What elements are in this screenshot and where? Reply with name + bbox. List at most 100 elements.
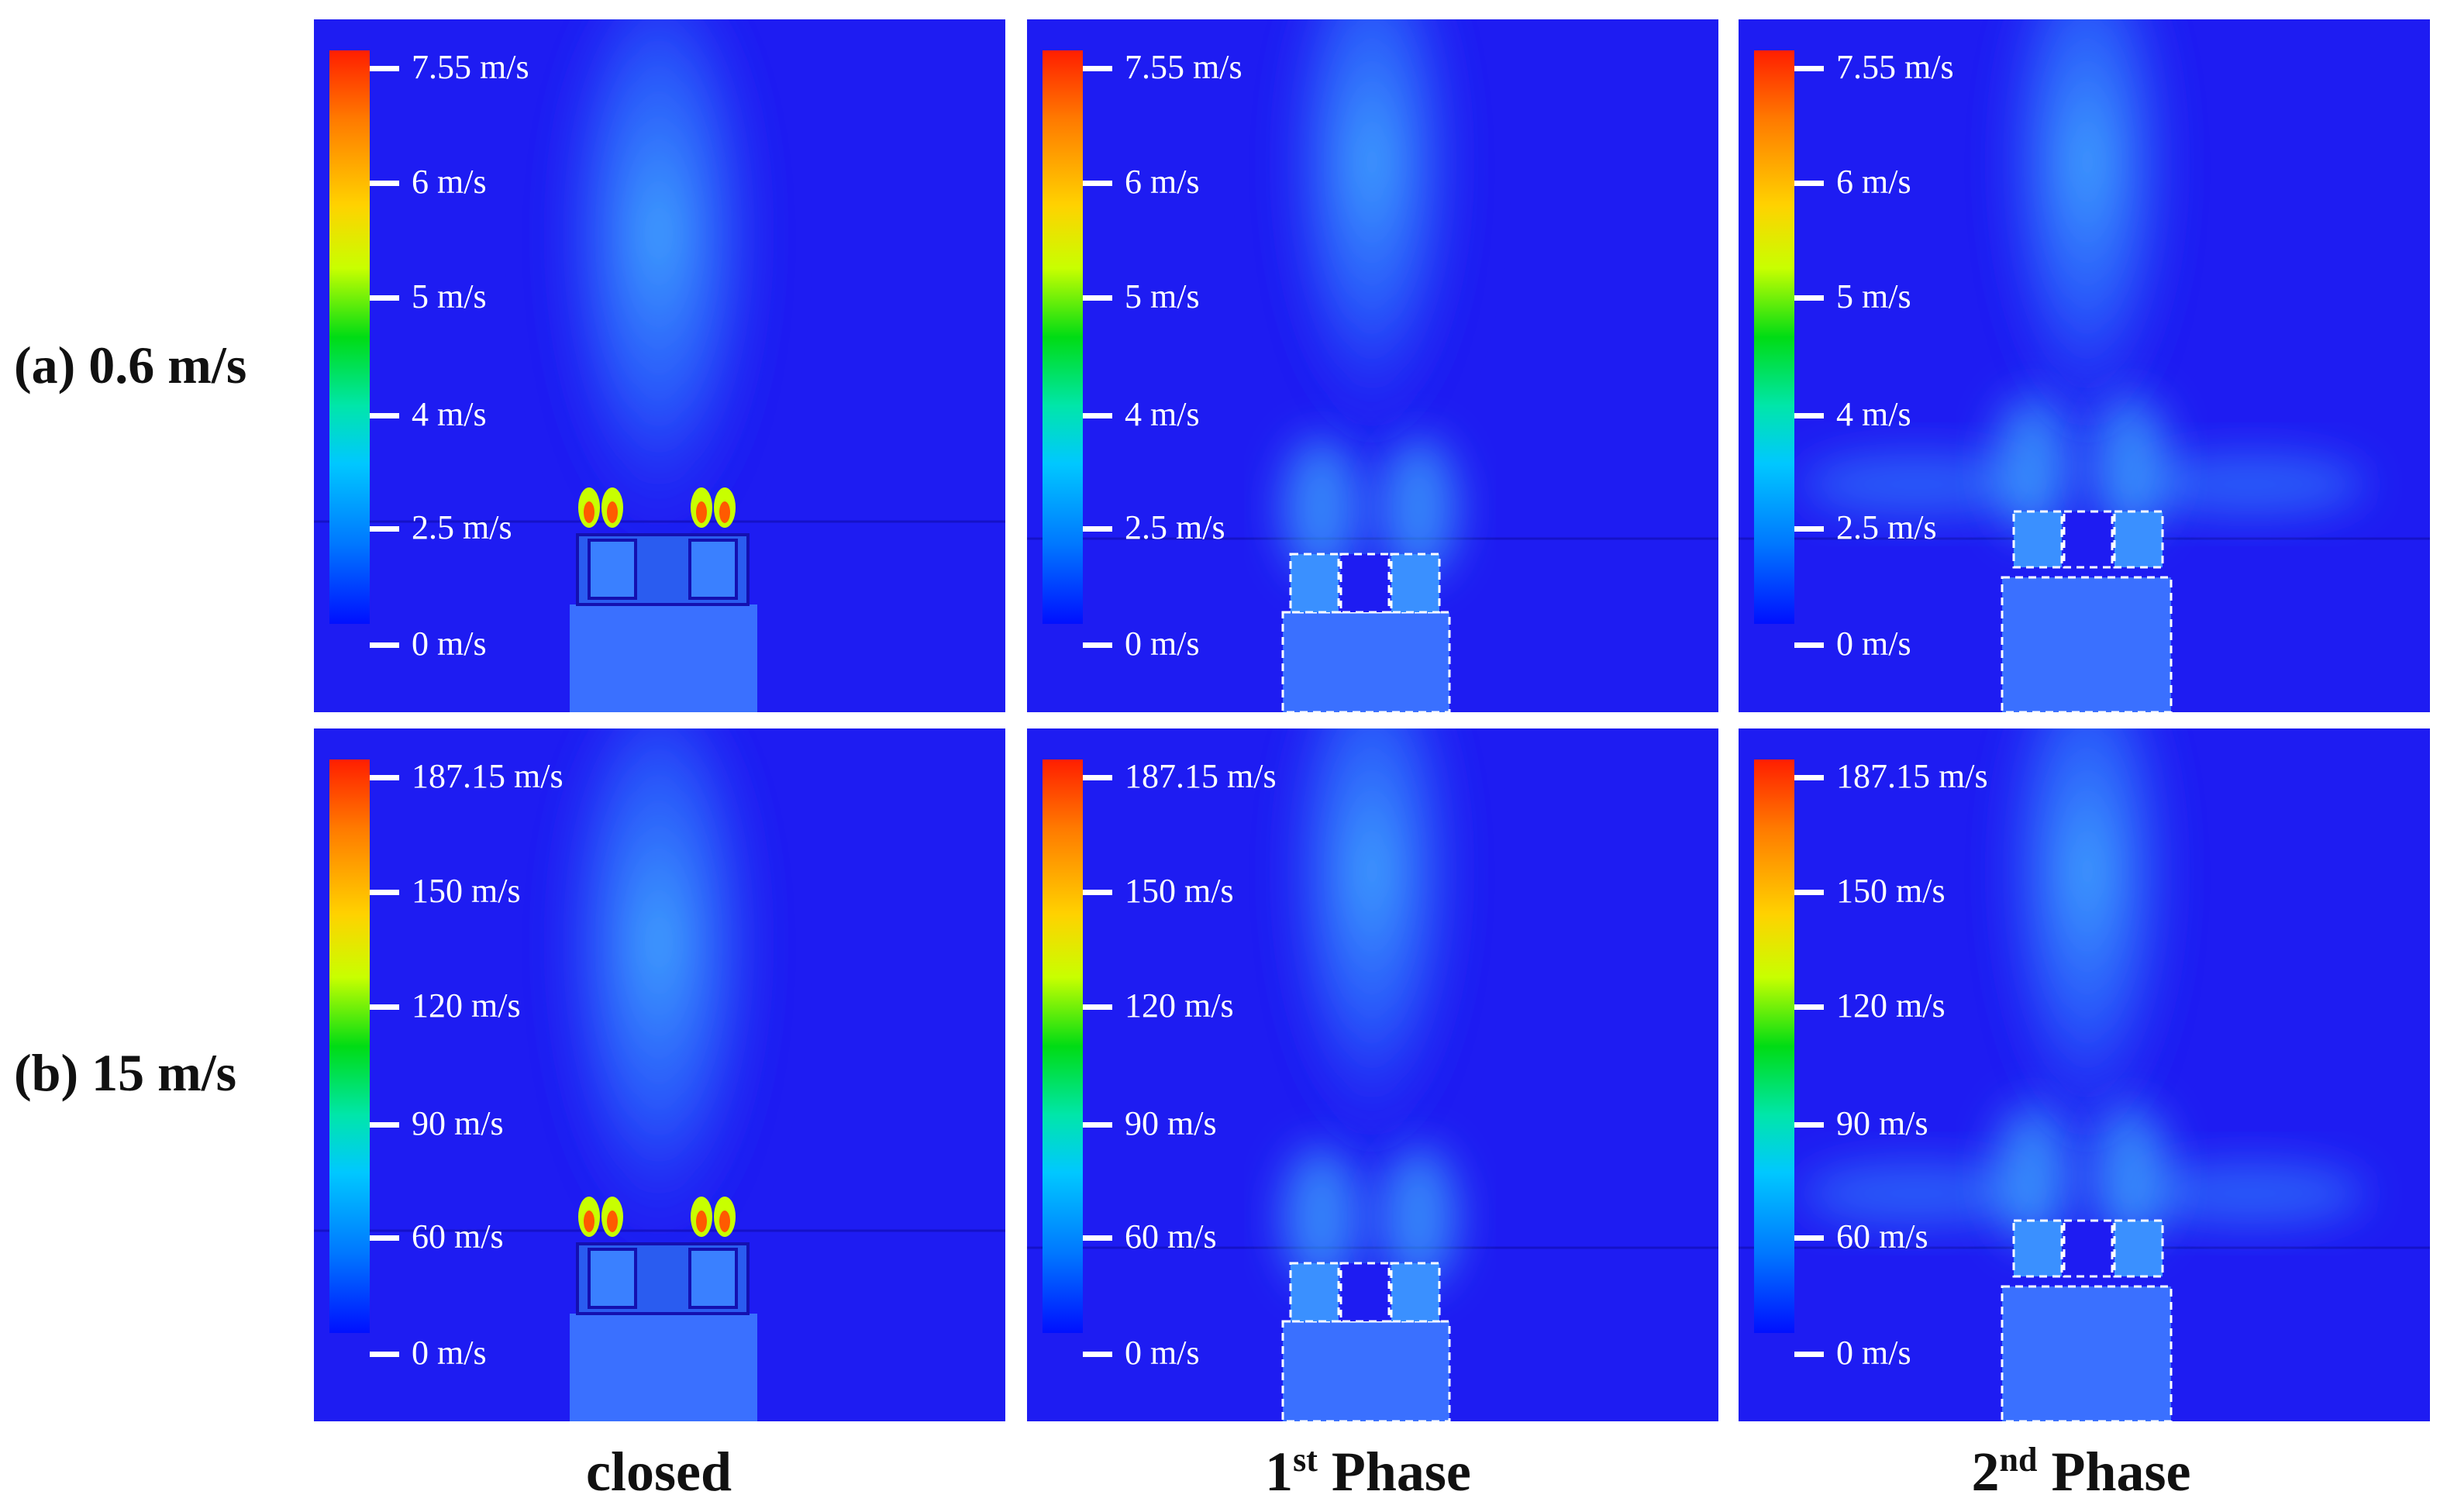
colorbar-tick-label: 7.55 m/s [1836, 48, 1954, 86]
colorbar-tick-label: 60 m/s [1125, 1218, 1217, 1255]
colorbar-tick [1083, 181, 1112, 186]
row-label-b: (b) 15 m/s [14, 1043, 237, 1102]
vent-module [1390, 553, 1441, 614]
velocity-plume [1987, 728, 2188, 1224]
colorbar-tick [1083, 66, 1112, 71]
colorbar-tick [1794, 1235, 1824, 1241]
colorbar [1043, 759, 1083, 1333]
colorbar-tick-label: 5 m/s [412, 277, 487, 315]
colorbar-tick-label: 90 m/s [1125, 1104, 1217, 1142]
colorbar-tick-label: 150 m/s [1836, 872, 1946, 910]
colorbar-tick [370, 1004, 399, 1010]
colorbar-tick [370, 295, 399, 301]
column-label-phase1: 1st Phase [1265, 1441, 1471, 1503]
colorbar-tick [1794, 1352, 1824, 1357]
colorbar-tick [370, 66, 399, 71]
colorbar-tick [370, 181, 399, 186]
colorbar-tick [370, 1122, 399, 1128]
velocity-plume [543, 728, 775, 1333]
vent-module [1289, 553, 1340, 614]
building-body [2001, 1285, 2173, 1421]
colorbar-tick-label: 0 m/s [412, 1334, 487, 1372]
velocity-plume [543, 19, 775, 624]
colorbar-tick-label: 150 m/s [1125, 872, 1234, 910]
colorbar-tick-label: 150 m/s [412, 872, 521, 910]
colorbar-tick [1083, 775, 1112, 780]
colorbar-tick [370, 1352, 399, 1357]
colorbar-tick-label: 120 m/s [1836, 987, 1946, 1025]
colorbar [1754, 50, 1794, 624]
colorbar-tick-label: 7.55 m/s [1125, 48, 1242, 86]
vent-module [2012, 510, 2063, 569]
building-body [570, 1314, 757, 1421]
colorbar-tick [1794, 526, 1824, 532]
velocity-plume [1987, 19, 2188, 515]
colorbar-tick-label: 4 m/s [1836, 395, 1911, 433]
vent-gap [1339, 1262, 1391, 1323]
velocity-plume [1271, 19, 1473, 515]
velocity-field [1027, 728, 1718, 1421]
colorbar-tick-label: 6 m/s [1125, 163, 1200, 201]
colorbar-tick-label: 4 m/s [412, 395, 487, 433]
colorbar-tick-label: 60 m/s [1836, 1218, 1928, 1255]
colorbar-tick-label: 5 m/s [1836, 277, 1911, 315]
colorbar-tick [1794, 295, 1824, 301]
vent-module [2012, 1219, 2063, 1278]
velocity-field [1739, 19, 2430, 712]
building-body [1281, 1320, 1451, 1421]
colorbar-tick-label: 0 m/s [1836, 625, 1911, 663]
colorbar-tick-label: 90 m/s [412, 1104, 504, 1142]
colorbar [1754, 759, 1794, 1333]
velocity-panel-a-phase1: 7.55 m/s 6 m/s 5 m/s 4 m/s 2.5 m/s 0 m/s [1027, 19, 1718, 712]
vent-module [2113, 510, 2164, 569]
colorbar-tick-label: 2.5 m/s [412, 508, 512, 546]
colorbar-tick-label: 0 m/s [1125, 625, 1200, 663]
colorbar-tick-label: 120 m/s [412, 987, 521, 1025]
colorbar-tick [1794, 1122, 1824, 1128]
column-label-phase2: 2nd Phase [1971, 1441, 2191, 1503]
colorbar-tick [1083, 890, 1112, 895]
colorbar-tick [1083, 526, 1112, 532]
column-label-closed: closed [586, 1441, 732, 1503]
velocity-panel-b-closed: 187.15 m/s 150 m/s 120 m/s 90 m/s 60 m/s 0 m/… [314, 728, 1005, 1421]
colorbar-tick-label: 0 m/s [1836, 1334, 1911, 1372]
building-body [570, 604, 757, 712]
colorbar-tick [1083, 1122, 1112, 1128]
velocity-field [314, 728, 1005, 1421]
colorbar-tick-label: 4 m/s [1125, 395, 1200, 433]
colorbar [329, 50, 370, 624]
colorbar [1043, 50, 1083, 624]
colorbar-tick-label: 187.15 m/s [1836, 757, 1988, 795]
vent-module [2113, 1219, 2164, 1278]
colorbar-tick [1083, 1352, 1112, 1357]
velocity-panel-a-phase2: 7.55 m/s 6 m/s 5 m/s 4 m/s 2.5 m/s 0 m/s [1739, 19, 2430, 712]
velocity-field [1739, 728, 2430, 1421]
colorbar-tick [1083, 1004, 1112, 1010]
colorbar-tick [1794, 66, 1824, 71]
colorbar-tick [370, 775, 399, 780]
colorbar-tick-label: 6 m/s [1836, 163, 1911, 201]
vent-gap [1339, 553, 1391, 614]
row-label-a: (a) 0.6 m/s [14, 336, 247, 394]
colorbar-tick-label: 2.5 m/s [1836, 508, 1937, 546]
colorbar-tick [1794, 890, 1824, 895]
colorbar-tick-label: 5 m/s [1125, 277, 1200, 315]
colorbar-tick [370, 890, 399, 895]
vent-gap [2063, 510, 2114, 569]
building-body [1281, 611, 1451, 712]
colorbar-tick [1794, 1004, 1824, 1010]
vent-module [1390, 1262, 1441, 1323]
colorbar-tick-label: 120 m/s [1125, 987, 1234, 1025]
colorbar-tick-label: 7.55 m/s [412, 48, 529, 86]
colorbar-tick-label: 90 m/s [1836, 1104, 1928, 1142]
colorbar-tick [1794, 775, 1824, 780]
velocity-field [314, 19, 1005, 712]
colorbar-tick [1794, 181, 1824, 186]
colorbar-tick-label: 187.15 m/s [412, 757, 563, 795]
colorbar-tick [1083, 1235, 1112, 1241]
velocity-panel-a-closed: 7.55 m/s 6 m/s 5 m/s 4 m/s 2.5 m/s 0 m/s [314, 19, 1005, 712]
velocity-field [1027, 19, 1718, 712]
velocity-panel-b-phase2: 187.15 m/s 150 m/s 120 m/s 90 m/s 60 m/s 0 m/… [1739, 728, 2430, 1421]
colorbar-tick-label: 0 m/s [1125, 1334, 1200, 1372]
